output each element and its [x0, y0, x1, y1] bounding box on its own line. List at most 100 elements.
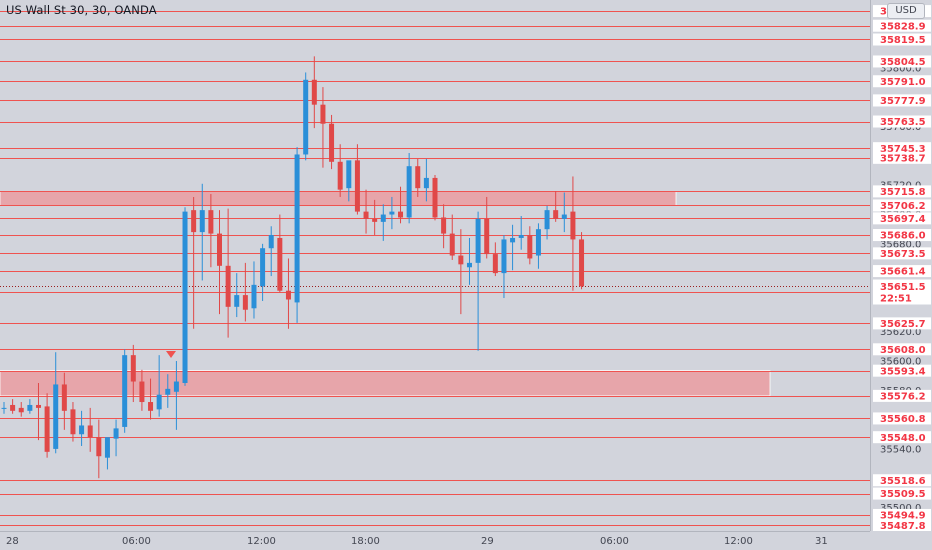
candle-body	[208, 210, 214, 234]
candle	[79, 410, 85, 446]
candle	[10, 399, 16, 414]
candle	[432, 174, 438, 221]
price-axis[interactable]: 35700.035680.035620.035600.035580.035540…	[870, 0, 932, 532]
candle-body	[561, 214, 567, 219]
candle-body	[225, 265, 231, 307]
candle-body	[96, 437, 102, 457]
candle-body	[553, 210, 559, 219]
candle-body	[18, 407, 24, 413]
candle-body	[475, 218, 481, 263]
candle-body	[122, 355, 128, 427]
time-axis[interactable]: 28 06:00 12:00 18:00 29 06:00 12:00 31	[0, 531, 932, 550]
candle-body	[277, 237, 283, 291]
price-level-label: 35715.8	[873, 185, 931, 198]
candle-body	[113, 428, 119, 439]
price-label-text: 35819.5	[880, 35, 926, 46]
price-label-box	[873, 55, 931, 68]
candle-body	[492, 254, 498, 274]
candle	[277, 214, 283, 293]
candle	[139, 369, 145, 411]
candle	[561, 192, 567, 233]
candle-body	[389, 211, 395, 215]
candle	[441, 204, 447, 249]
price-label-text: 35608.0	[880, 345, 926, 356]
candle-body	[406, 166, 412, 218]
current-price-box	[873, 279, 931, 305]
price-tick-label: 35800.0	[880, 64, 921, 75]
candle	[579, 232, 585, 290]
candle	[1, 402, 7, 414]
candle-body	[441, 217, 447, 234]
price-level-label: 35686.0	[873, 229, 931, 242]
price-label-box	[873, 185, 931, 198]
price-label-text: 35593.4	[880, 366, 926, 377]
candle-body	[544, 210, 550, 230]
price-label-box	[873, 474, 931, 487]
candle-body	[35, 404, 41, 408]
price-label-text: 35548.0	[880, 433, 926, 444]
candle	[294, 147, 300, 323]
candle	[44, 393, 50, 458]
candle-body	[458, 255, 464, 265]
candle	[466, 237, 472, 285]
candle-body	[311, 79, 317, 105]
price-label-text: 35494.9	[880, 511, 926, 522]
price-label-text: 35560.8	[880, 414, 926, 425]
price-label-box	[873, 247, 931, 260]
candle-body	[527, 235, 533, 259]
candle	[87, 407, 93, 452]
price-label-box	[873, 317, 931, 330]
candle-body	[570, 211, 576, 240]
price-label-box	[873, 75, 931, 88]
candle	[104, 437, 110, 470]
price-label-text: 35686.0	[880, 231, 926, 242]
zone-rect	[0, 370, 771, 397]
time-tick-label: 28	[6, 536, 19, 547]
candle	[191, 196, 197, 329]
candle-body	[1, 407, 7, 409]
candle-body	[251, 284, 257, 309]
candle-body	[182, 211, 188, 383]
candle	[113, 419, 119, 457]
price-label-box	[873, 142, 931, 155]
horizontal-level-lines	[0, 11, 870, 526]
price-level-label: 35608.0	[873, 343, 931, 356]
price-label-text: 35828.9	[880, 21, 926, 32]
candle-body	[320, 104, 326, 124]
price-level-label: 35518.6	[873, 474, 931, 487]
price-label-box	[873, 265, 931, 278]
candle	[242, 262, 248, 322]
candle	[260, 243, 266, 301]
price-label-box	[873, 151, 931, 164]
candle	[61, 372, 67, 430]
price-label-text: 35576.2	[880, 391, 926, 402]
candle-body	[329, 123, 335, 162]
candle-body	[423, 177, 429, 189]
signal-markers	[166, 351, 176, 358]
candle-body	[10, 404, 16, 411]
zone-rect	[0, 190, 677, 206]
price-level-label: 35661.4	[873, 265, 931, 278]
candle	[217, 210, 222, 315]
currency-button[interactable]: USD	[887, 3, 925, 19]
price-level-label: 35673.5	[873, 247, 931, 260]
price-label-box	[873, 199, 931, 212]
candle-body	[518, 235, 524, 238]
candlestick-series	[1, 56, 585, 479]
candle-body	[285, 290, 291, 300]
candle	[35, 382, 41, 441]
candle-body	[294, 154, 300, 303]
candle-body	[380, 214, 386, 222]
price-level-label: 35791.0	[873, 75, 931, 88]
price-tick-label: 35540.0	[880, 444, 921, 455]
candle-body	[191, 210, 197, 233]
candle-body	[70, 409, 76, 435]
candle	[156, 355, 162, 417]
candle	[535, 223, 541, 269]
candle	[423, 158, 429, 202]
price-label-text: 35661.4	[880, 267, 926, 278]
candle	[27, 399, 33, 414]
candle-body	[61, 384, 67, 411]
